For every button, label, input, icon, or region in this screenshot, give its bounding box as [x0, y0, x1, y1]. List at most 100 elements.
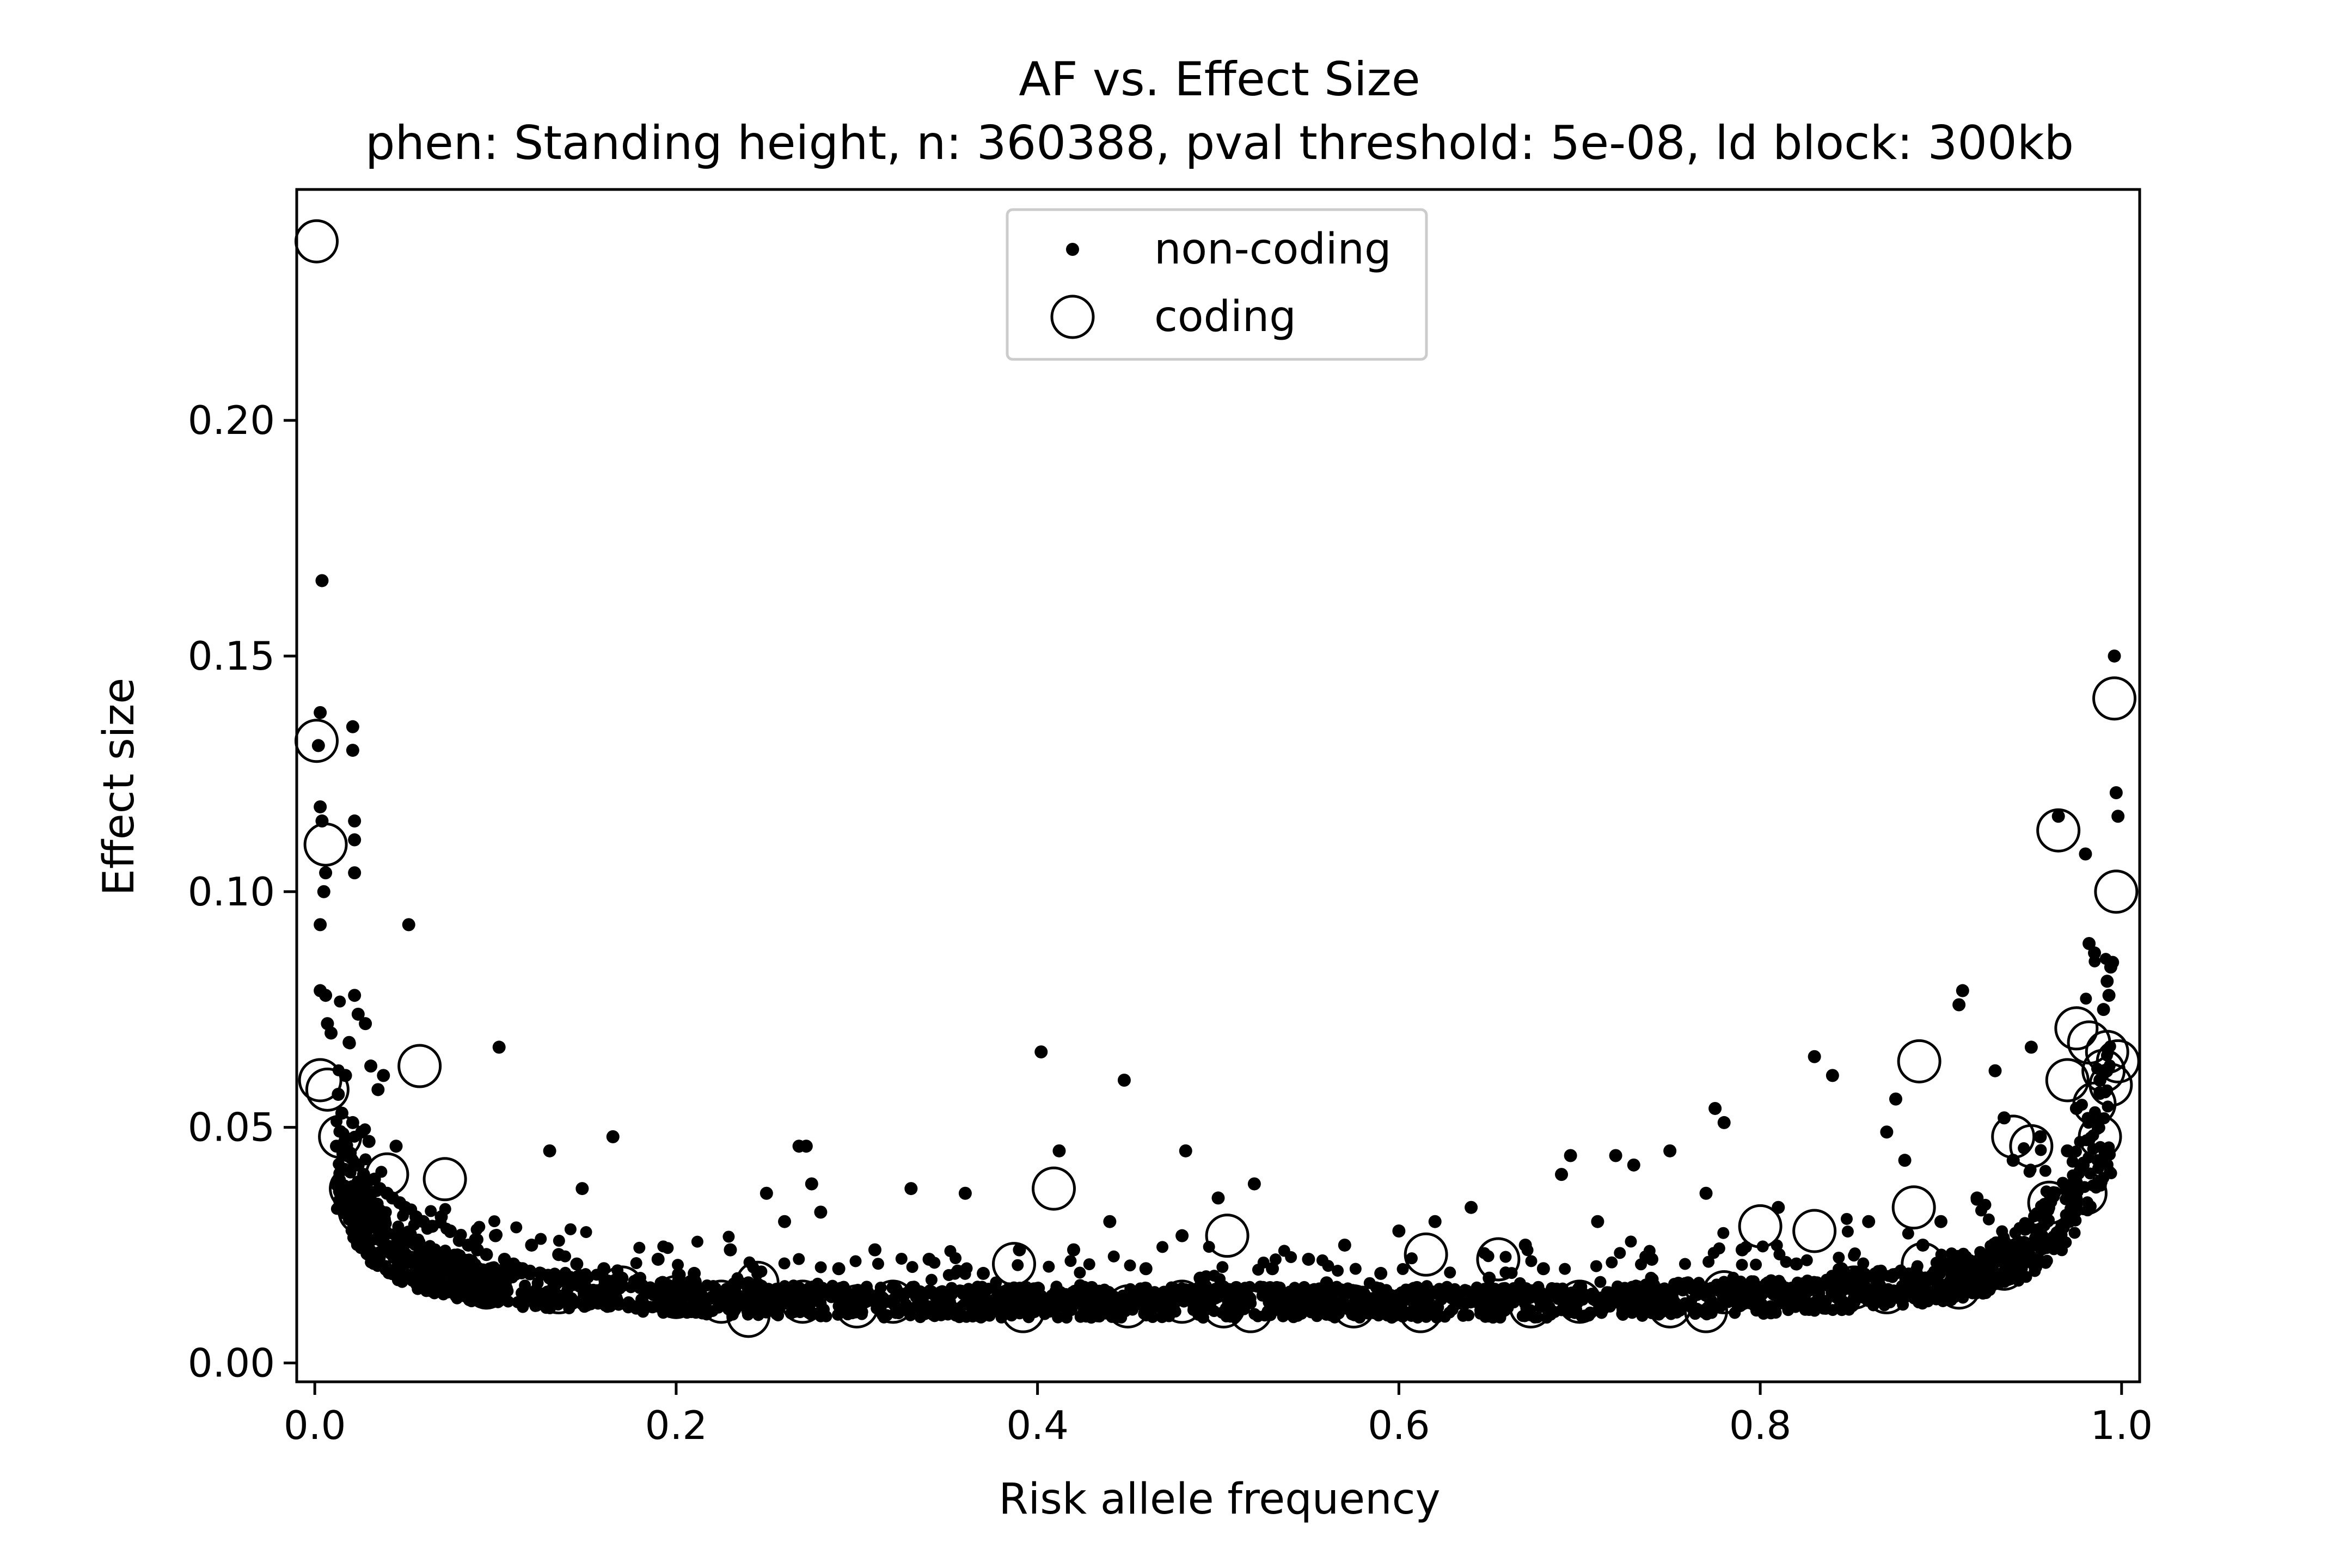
non-coding-point — [444, 1224, 457, 1238]
non-coding-point — [669, 1285, 683, 1299]
coding-point — [780, 1279, 825, 1324]
non-coding-point — [1736, 1259, 1748, 1271]
non-coding-point — [2024, 1040, 2038, 1054]
non-coding-point — [1494, 1312, 1506, 1324]
coding-point — [1684, 1289, 1729, 1333]
non-coding-point — [943, 1307, 955, 1320]
coding-point — [298, 1058, 342, 1102]
non-coding-point — [362, 1135, 376, 1148]
non-coding-point — [1590, 1260, 1602, 1272]
non-coding-point — [1392, 1224, 1406, 1238]
non-coding-point — [1482, 1250, 1494, 1263]
non-coding-point — [630, 1257, 642, 1270]
non-coding-point — [1754, 1281, 1767, 1294]
non-coding-point — [348, 833, 362, 847]
non-coding-point — [606, 1130, 620, 1143]
non-coding-point — [1982, 1213, 1995, 1226]
non-coding-point — [2079, 847, 2092, 861]
non-coding-point — [2080, 993, 2092, 1005]
non-coding-point — [720, 1283, 733, 1295]
non-coding-point — [1944, 1283, 1956, 1296]
non-coding-point — [803, 1307, 815, 1319]
coding-point — [1982, 1246, 2026, 1291]
non-coding-point — [2057, 1221, 2070, 1234]
non-coding-point — [1840, 1212, 1853, 1225]
non-coding-point — [346, 720, 359, 733]
non-coding-point — [1302, 1252, 1315, 1266]
non-coding-point — [1626, 1282, 1639, 1294]
non-coding-point — [1911, 1288, 1924, 1301]
chart-title: AF vs. Effect Size — [1019, 52, 1420, 107]
non-coding-point — [580, 1226, 592, 1239]
non-coding-point — [446, 1274, 459, 1287]
non-coding-point — [1476, 1295, 1489, 1307]
non-coding-point — [985, 1295, 998, 1307]
non-coding-point — [535, 1233, 547, 1245]
non-coding-point — [570, 1257, 584, 1271]
non-coding-point — [1469, 1285, 1482, 1298]
non-coding-point — [1681, 1276, 1695, 1290]
non-coding-point — [1956, 1266, 1968, 1278]
non-coding-point — [488, 1215, 500, 1228]
coding-point — [1702, 1270, 1747, 1315]
non-coding-point — [480, 1248, 493, 1261]
legend-marker-non-coding — [1066, 243, 1079, 256]
non-coding-point — [1083, 1258, 1095, 1271]
non-coding-point — [1067, 1243, 1081, 1257]
non-coding-point — [364, 1059, 378, 1073]
coding-point — [2009, 1124, 2054, 1168]
non-coding-point — [982, 1283, 995, 1295]
non-coding-point — [348, 1214, 361, 1226]
plot-frame — [295, 188, 2141, 1383]
non-coding-point — [1803, 1284, 1816, 1297]
non-coding-point — [1965, 1280, 1977, 1293]
non-coding-point — [1924, 1288, 1937, 1300]
coding-point — [318, 1114, 363, 1159]
non-coding-point — [1679, 1258, 1691, 1270]
non-coding-point — [778, 1215, 792, 1228]
non-coding-point — [904, 1182, 918, 1196]
non-coding-point — [2041, 1233, 2054, 1245]
non-coding-point — [1729, 1284, 1742, 1296]
non-coding-point — [2068, 1227, 2081, 1239]
coding-point — [1832, 1265, 1877, 1310]
y-tick-label: 0.15 — [188, 633, 275, 679]
non-coding-point — [1546, 1283, 1558, 1296]
non-coding-point — [334, 995, 346, 1008]
coding-point — [536, 1270, 581, 1315]
non-coding-point — [1338, 1238, 1351, 1252]
non-coding-point — [1800, 1254, 1813, 1266]
coding-point — [1901, 1242, 1945, 1287]
non-coding-point — [1052, 1144, 1066, 1157]
x-tick-label: 0.8 — [1729, 1402, 1792, 1448]
non-coding-point — [1606, 1256, 1618, 1269]
y-tick-label: 0.10 — [188, 869, 275, 915]
non-coding-point — [615, 1271, 629, 1285]
non-coding-point — [688, 1266, 701, 1280]
non-coding-point — [1500, 1285, 1514, 1299]
non-coding-point — [2105, 1167, 2117, 1179]
non-coding-point — [348, 814, 362, 828]
legend-box — [1006, 208, 1428, 361]
non-coding-point — [1420, 1280, 1433, 1293]
non-coding-point — [2097, 1003, 2110, 1016]
non-coding-point — [1034, 1045, 1048, 1059]
coding-point — [726, 1294, 771, 1338]
non-coding-point — [610, 1291, 623, 1304]
non-coding-point — [2037, 1243, 2049, 1255]
non-coding-point — [1518, 1238, 1532, 1252]
non-coding-point — [977, 1294, 989, 1306]
coding-point — [1032, 1166, 1076, 1211]
non-coding-point — [330, 1140, 344, 1153]
coding-point — [338, 1190, 382, 1234]
non-coding-point — [1769, 1307, 1782, 1319]
non-coding-point — [339, 1130, 351, 1143]
non-coding-point — [1156, 1241, 1169, 1253]
non-coding-point — [1482, 1308, 1494, 1320]
legend-marker-coding — [1050, 295, 1095, 339]
coding-point — [365, 1152, 409, 1197]
coding-point — [2072, 1081, 2117, 1126]
chart-subtitle: phen: Standing height, n: 360388, pval t… — [365, 116, 2074, 170]
x-axis-label: Risk allele frequency — [999, 1475, 1440, 1524]
coding-point — [1398, 1289, 1443, 1333]
